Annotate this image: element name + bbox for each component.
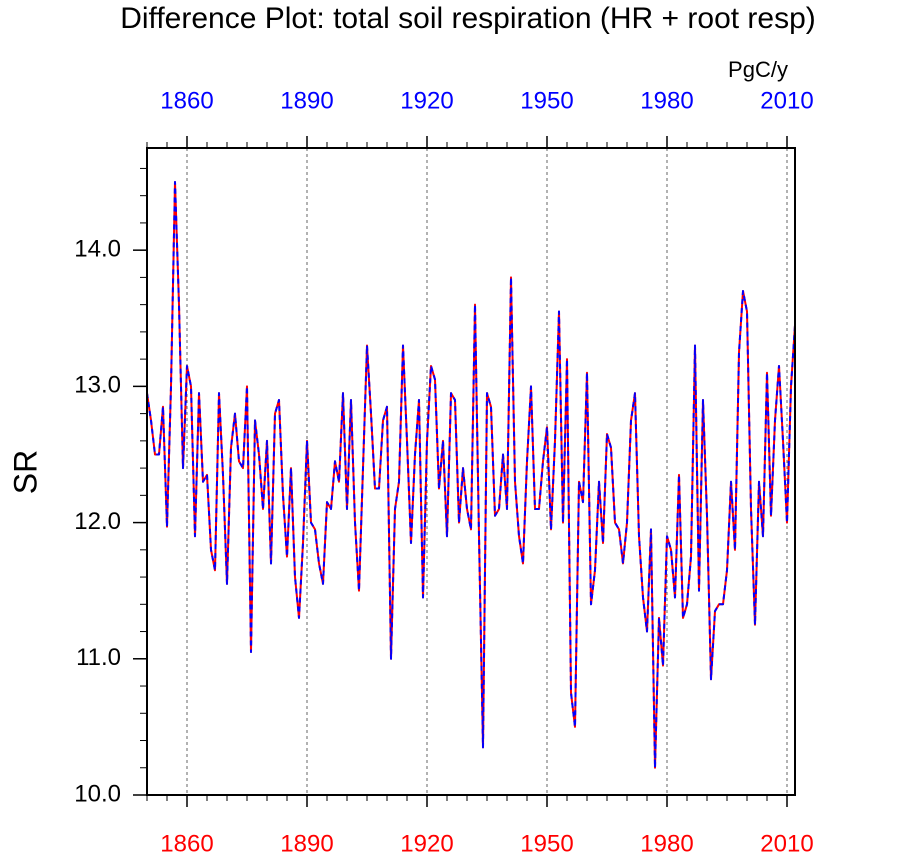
y-axis-label: SR	[7, 450, 43, 494]
x-tick-label-top: 1980	[640, 87, 693, 114]
units-label: PgC/y	[728, 57, 788, 82]
x-tick-label-top: 1860	[160, 87, 213, 114]
x-tick-label: 1890	[280, 830, 333, 857]
x-tick-label: 1920	[400, 830, 453, 857]
x-tick-label-top: 1890	[280, 87, 333, 114]
series-line	[146, 181, 796, 769]
x-tick-label-top: 2010	[760, 87, 813, 114]
y-tick-label: 10.0	[74, 780, 121, 807]
y-tick-label: 14.0	[74, 236, 121, 263]
x-tick-label: 1950	[520, 830, 573, 857]
x-tick-label-top: 1950	[520, 87, 573, 114]
x-tick-label: 2010	[760, 830, 813, 857]
chart-title: Difference Plot: total soil respiration …	[120, 2, 816, 35]
y-tick-label: 11.0	[76, 644, 121, 671]
x-tick-label: 1980	[640, 830, 693, 857]
y-tick-label: 13.0	[74, 372, 121, 399]
x-tick-label: 1860	[160, 830, 213, 857]
plot-frame	[146, 147, 796, 796]
x-tick-label-top: 1920	[400, 87, 453, 114]
y-tick-label: 12.0	[74, 508, 121, 535]
